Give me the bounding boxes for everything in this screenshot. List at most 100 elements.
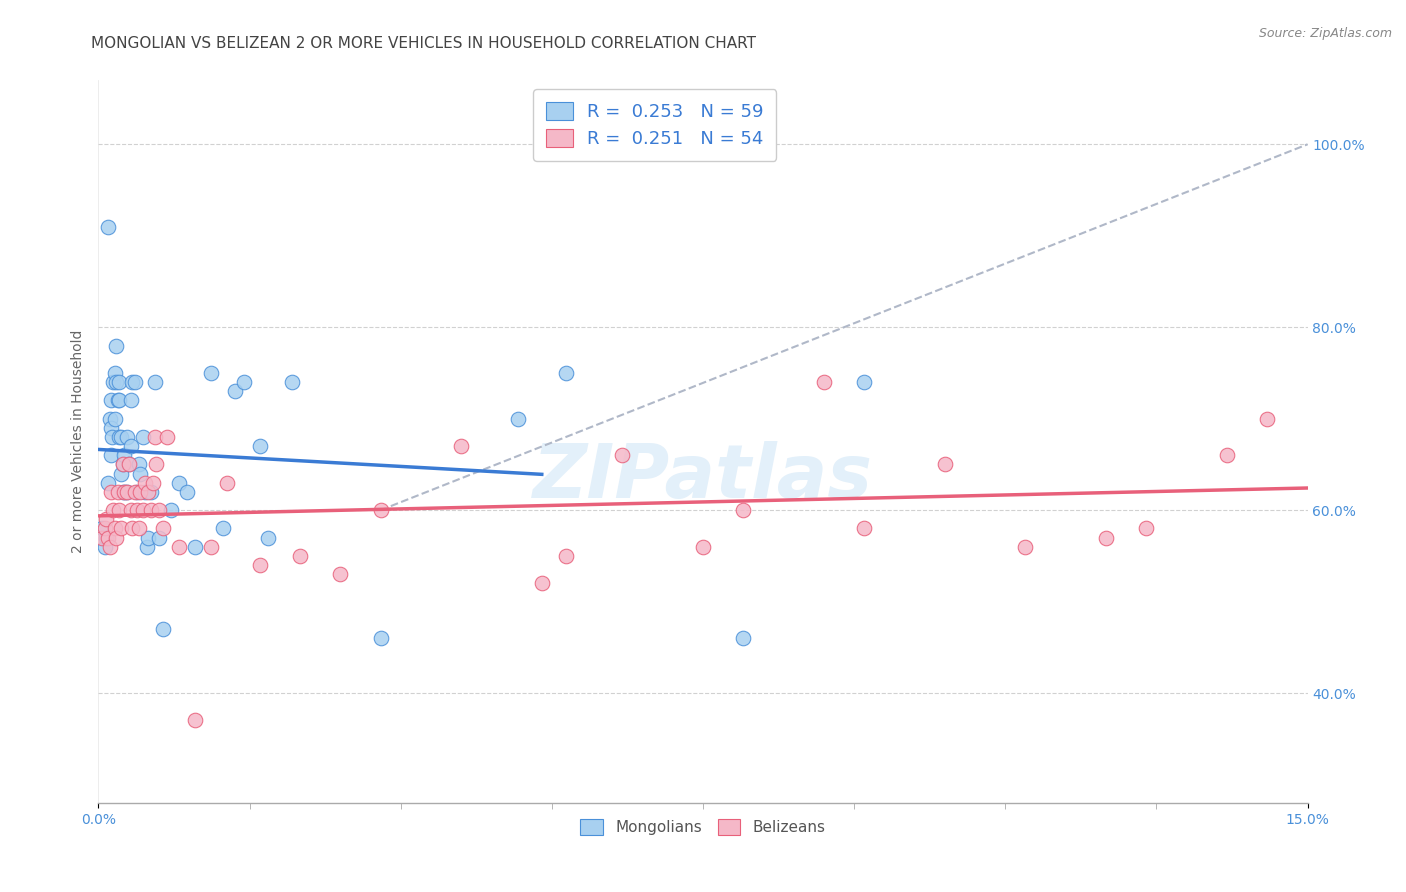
Point — [96, 531, 118, 545]
Point — [132, 503, 155, 517]
Point — [127, 484, 149, 499]
Point — [134, 475, 156, 490]
Point — [115, 484, 138, 499]
Point — [853, 375, 876, 389]
Point — [107, 393, 129, 408]
Point — [98, 540, 121, 554]
Legend: Mongolians, Belizeans: Mongolians, Belizeans — [569, 808, 837, 846]
Point — [555, 366, 578, 380]
Y-axis label: 2 or more Vehicles in Household: 2 or more Vehicles in Household — [70, 330, 84, 553]
Point — [139, 503, 162, 517]
Point — [97, 219, 120, 234]
Point — [184, 540, 207, 554]
Point — [853, 521, 876, 535]
Point — [101, 375, 124, 389]
Point — [112, 484, 135, 499]
Point — [108, 375, 131, 389]
Point — [138, 531, 160, 545]
Point — [107, 430, 129, 444]
Point — [160, 503, 183, 517]
Point — [118, 458, 141, 472]
Point — [145, 458, 167, 472]
Point — [129, 467, 152, 481]
Point — [934, 458, 956, 472]
Point — [224, 384, 246, 399]
Point — [120, 393, 142, 408]
Point — [103, 366, 125, 380]
Point — [249, 558, 271, 572]
Point — [200, 366, 222, 380]
Point — [128, 458, 150, 472]
Point — [121, 375, 143, 389]
Point — [105, 531, 128, 545]
Point — [97, 531, 120, 545]
Point — [139, 484, 162, 499]
Point — [217, 475, 239, 490]
Point — [370, 503, 392, 517]
Point — [100, 448, 122, 462]
Point — [108, 503, 131, 517]
Point — [555, 549, 578, 563]
Point — [232, 375, 254, 389]
Point — [148, 503, 170, 517]
Point — [107, 484, 129, 499]
Point — [288, 549, 311, 563]
Point — [115, 484, 138, 499]
Point — [91, 531, 114, 545]
Point — [134, 484, 156, 499]
Point — [100, 393, 122, 408]
Point — [111, 458, 134, 472]
Point — [152, 622, 174, 636]
Point — [530, 576, 553, 591]
Point — [329, 567, 352, 582]
Point — [733, 503, 755, 517]
Point — [156, 430, 179, 444]
Point — [138, 484, 160, 499]
Point — [98, 411, 121, 425]
Point — [128, 521, 150, 535]
Point — [733, 631, 755, 645]
Point — [96, 512, 118, 526]
Point — [112, 448, 135, 462]
Point — [110, 521, 132, 535]
Point — [132, 430, 155, 444]
Point — [127, 503, 149, 517]
Point — [111, 484, 134, 499]
Point — [167, 475, 190, 490]
Point — [143, 430, 166, 444]
Point — [129, 484, 152, 499]
Point — [370, 631, 392, 645]
Point — [103, 411, 125, 425]
Point — [101, 430, 124, 444]
Point — [105, 375, 128, 389]
Point — [107, 393, 129, 408]
Point — [111, 458, 134, 472]
Point — [110, 430, 132, 444]
Point — [813, 375, 835, 389]
Point — [100, 484, 122, 499]
Point — [1256, 411, 1278, 425]
Point — [103, 521, 125, 535]
Point — [124, 484, 146, 499]
Point — [110, 467, 132, 481]
Point — [97, 475, 120, 490]
Point — [612, 448, 634, 462]
Point — [118, 458, 141, 472]
Point — [120, 439, 142, 453]
Point — [1216, 448, 1239, 462]
Point — [249, 439, 271, 453]
Text: Source: ZipAtlas.com: Source: ZipAtlas.com — [1258, 27, 1392, 40]
Text: ZIPatlas: ZIPatlas — [533, 442, 873, 514]
Point — [692, 540, 714, 554]
Point — [200, 540, 222, 554]
Point — [148, 531, 170, 545]
Point — [1095, 531, 1118, 545]
Point — [105, 338, 128, 352]
Point — [450, 439, 472, 453]
Point — [1014, 540, 1036, 554]
Point — [100, 421, 122, 435]
Point — [124, 375, 146, 389]
Point — [152, 521, 174, 535]
Point — [94, 521, 117, 535]
Point — [142, 475, 165, 490]
